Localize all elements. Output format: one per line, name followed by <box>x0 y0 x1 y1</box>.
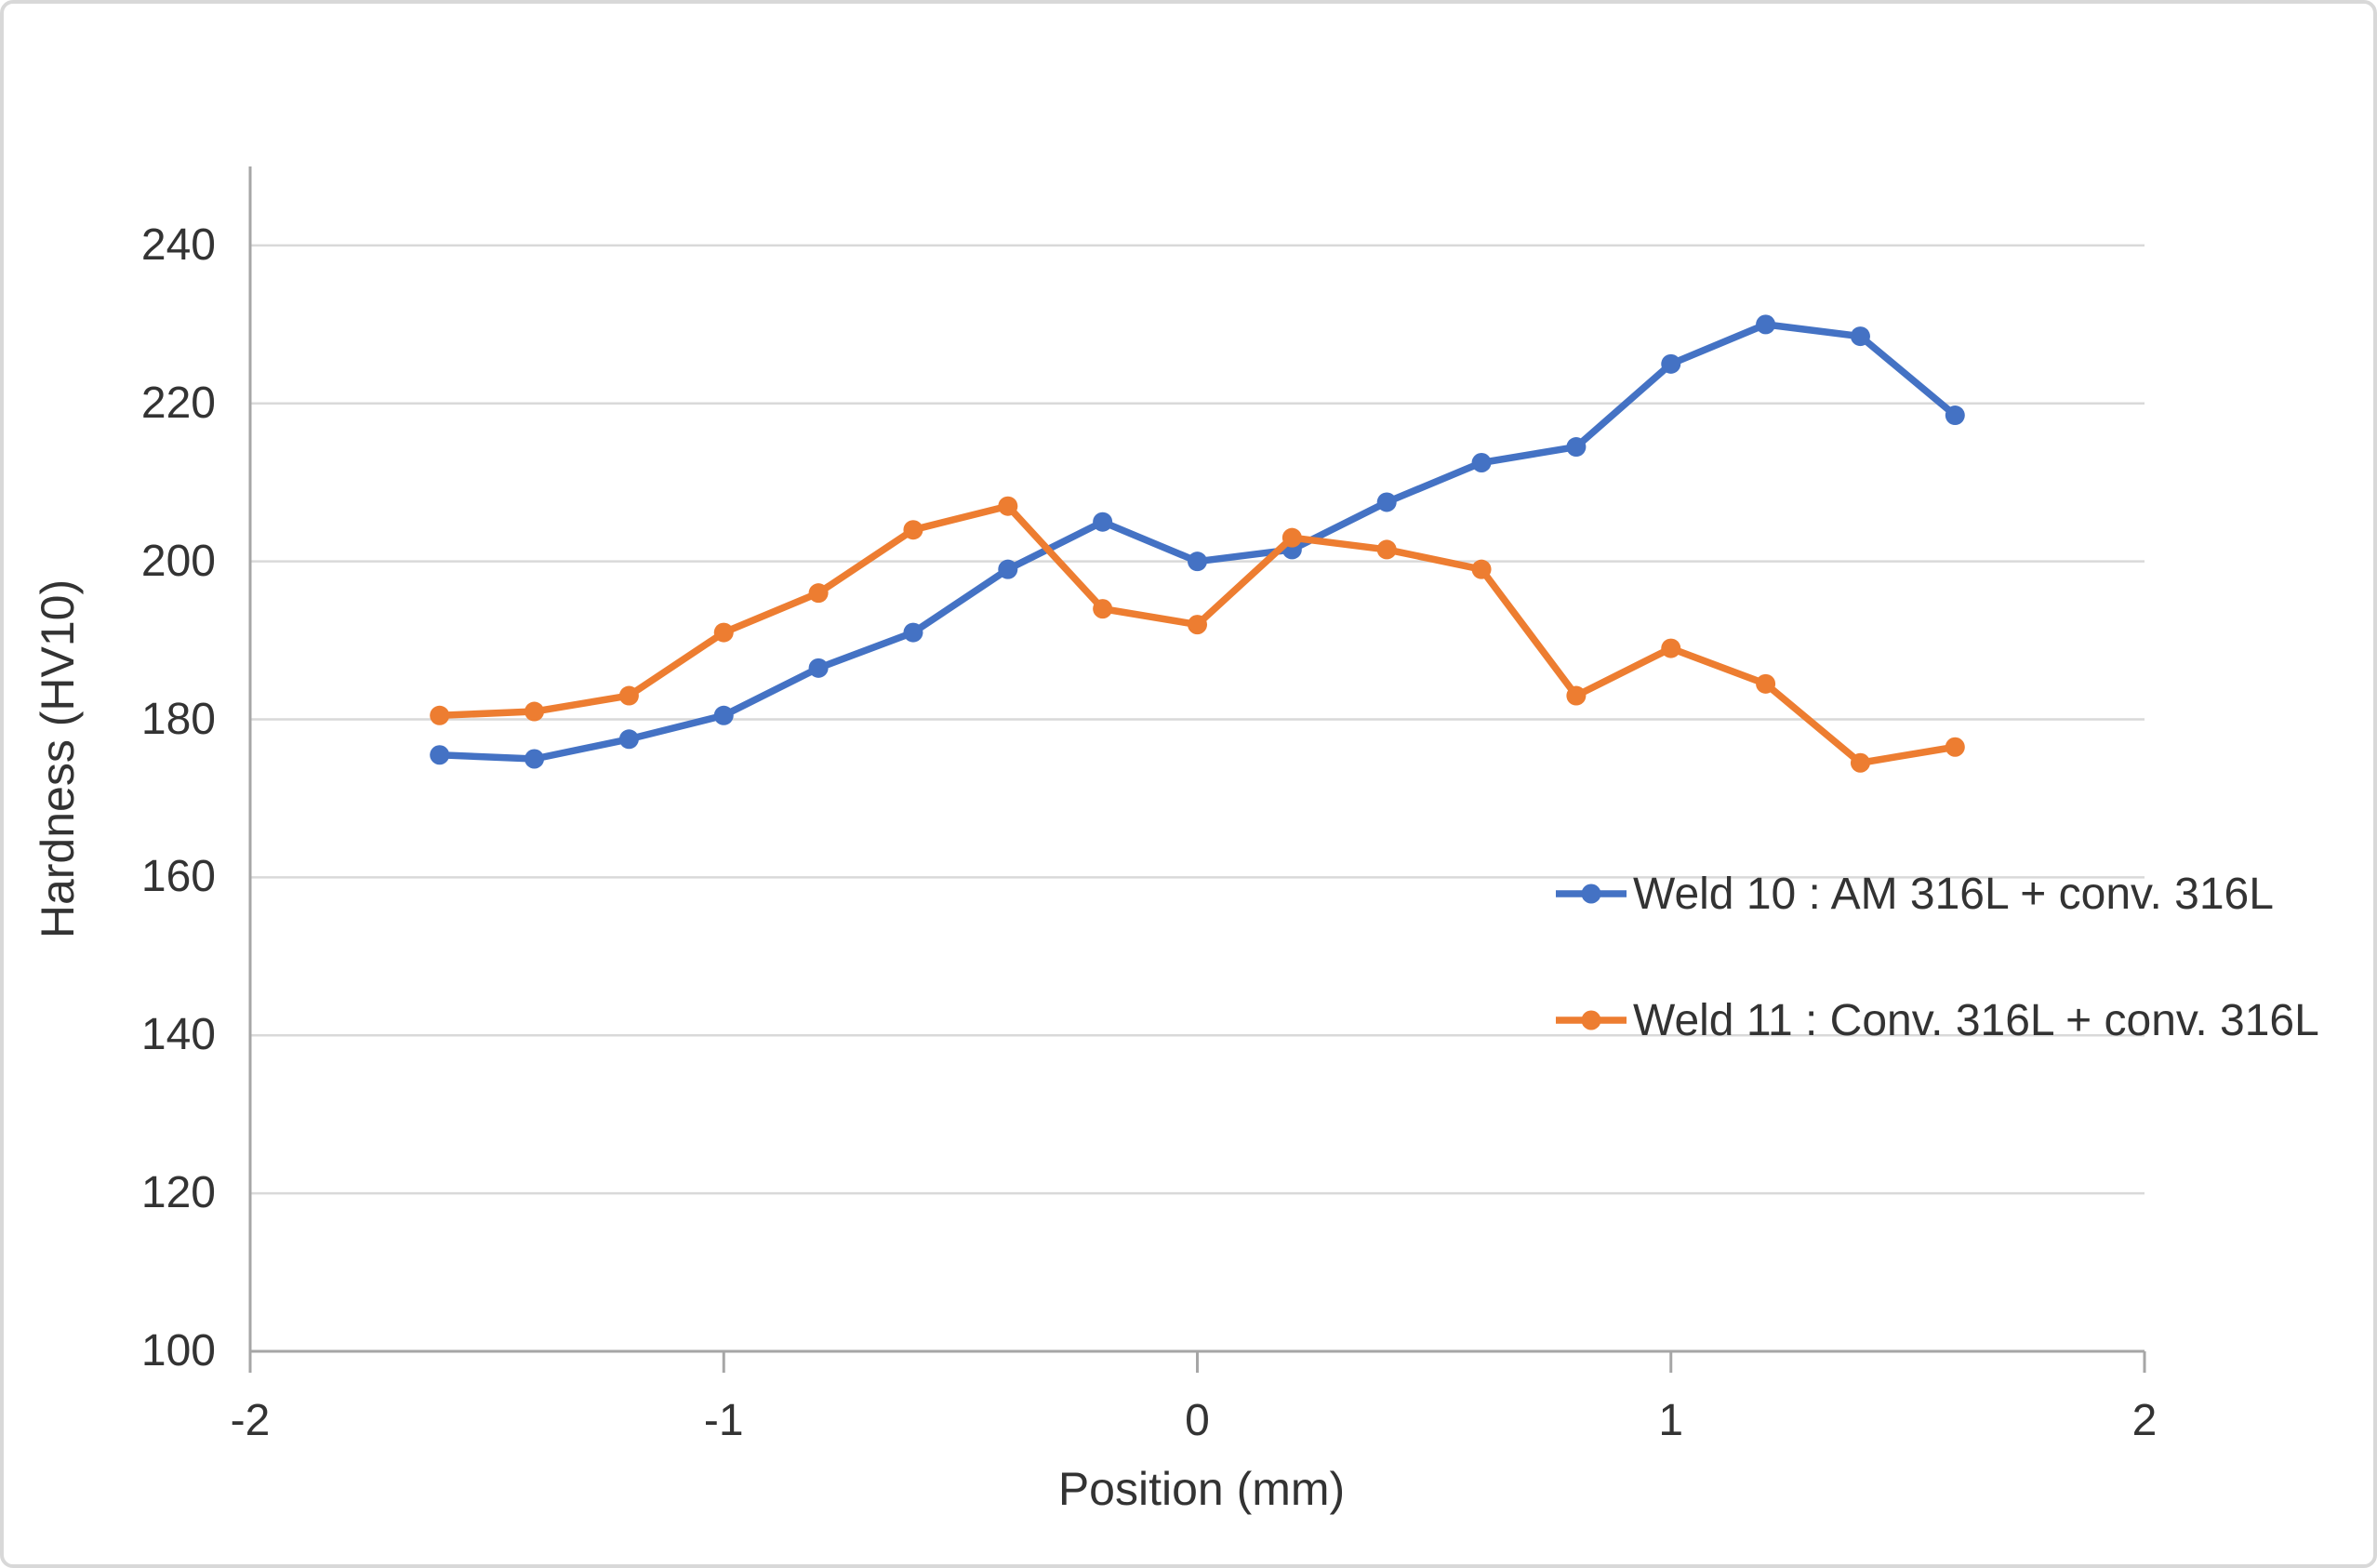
y-tick-label: 160 <box>140 852 216 902</box>
data-point-marker <box>525 749 545 769</box>
data-point-marker <box>1661 638 1681 658</box>
data-point-marker <box>903 520 923 540</box>
data-point-marker <box>1850 752 1870 773</box>
data-point-marker <box>713 622 734 643</box>
y-tick-label: 180 <box>140 694 216 744</box>
data-point-marker <box>1376 539 1397 560</box>
data-point-marker <box>903 622 923 643</box>
x-axis-title: Position (mm) <box>1057 1463 1346 1515</box>
legend-item-weld-10: Weld 10 : AM 316L + conv. 316L <box>1555 866 2274 922</box>
data-point-marker <box>1661 353 1681 374</box>
x-tick-label: -1 <box>703 1396 744 1445</box>
data-point-marker <box>618 729 639 750</box>
data-point-marker <box>808 658 829 678</box>
y-tick-label: 140 <box>140 1010 216 1060</box>
y-tick-label: 200 <box>140 536 216 586</box>
data-point-marker <box>1566 437 1587 458</box>
y-axis-title: Hardness (HV10) <box>32 578 84 939</box>
data-point-marker <box>618 685 639 706</box>
data-point-marker <box>1376 492 1397 512</box>
data-point-marker <box>713 705 734 725</box>
data-point-marker <box>430 705 450 725</box>
y-tick-label: 120 <box>140 1168 216 1218</box>
data-point-marker <box>1945 737 1965 757</box>
data-point-marker <box>1093 599 1113 619</box>
series-line <box>435 502 1959 766</box>
data-point-marker <box>430 745 450 765</box>
x-tick-label: 2 <box>2131 1396 2158 1445</box>
weld-11-line-marker-icon <box>1556 1010 1627 1030</box>
data-point-marker <box>1566 685 1587 706</box>
axis-lines <box>248 166 2146 1373</box>
data-point-marker <box>1756 314 1776 335</box>
data-point-marker <box>1093 512 1113 532</box>
data-point-marker <box>998 559 1018 579</box>
data-point-marker <box>1850 326 1870 347</box>
plot-area <box>248 166 2146 1373</box>
x-tick-label: -2 <box>230 1396 271 1445</box>
data-point-marker <box>525 701 545 722</box>
data-point-marker <box>1281 527 1302 548</box>
data-series <box>430 314 1965 773</box>
x-tick-label: 1 <box>1658 1396 1684 1445</box>
data-point-marker <box>1188 615 1207 635</box>
data-point-marker <box>998 496 1018 516</box>
data-point-marker <box>1756 673 1776 694</box>
legend-label: Weld 10 : AM 316L + conv. 316L <box>1633 869 2274 919</box>
data-point-marker <box>1471 453 1492 472</box>
y-tick-label: 220 <box>140 378 216 428</box>
data-point-marker <box>1945 405 1965 426</box>
data-point-marker <box>808 583 829 604</box>
legend-label: Weld 11 : Conv. 316L + conv. 316L <box>1633 995 2319 1045</box>
weld-10-line-marker-icon <box>1556 884 1627 904</box>
legend-item-weld-11: Weld 11 : Conv. 316L + conv. 316L <box>1555 992 2319 1048</box>
y-tick-label: 100 <box>140 1326 216 1375</box>
series-line <box>435 321 1959 763</box>
y-tick-label: 240 <box>140 219 216 270</box>
data-point-marker <box>1188 551 1207 572</box>
data-point-marker <box>1471 559 1492 579</box>
x-tick-label: 0 <box>1185 1396 1210 1445</box>
